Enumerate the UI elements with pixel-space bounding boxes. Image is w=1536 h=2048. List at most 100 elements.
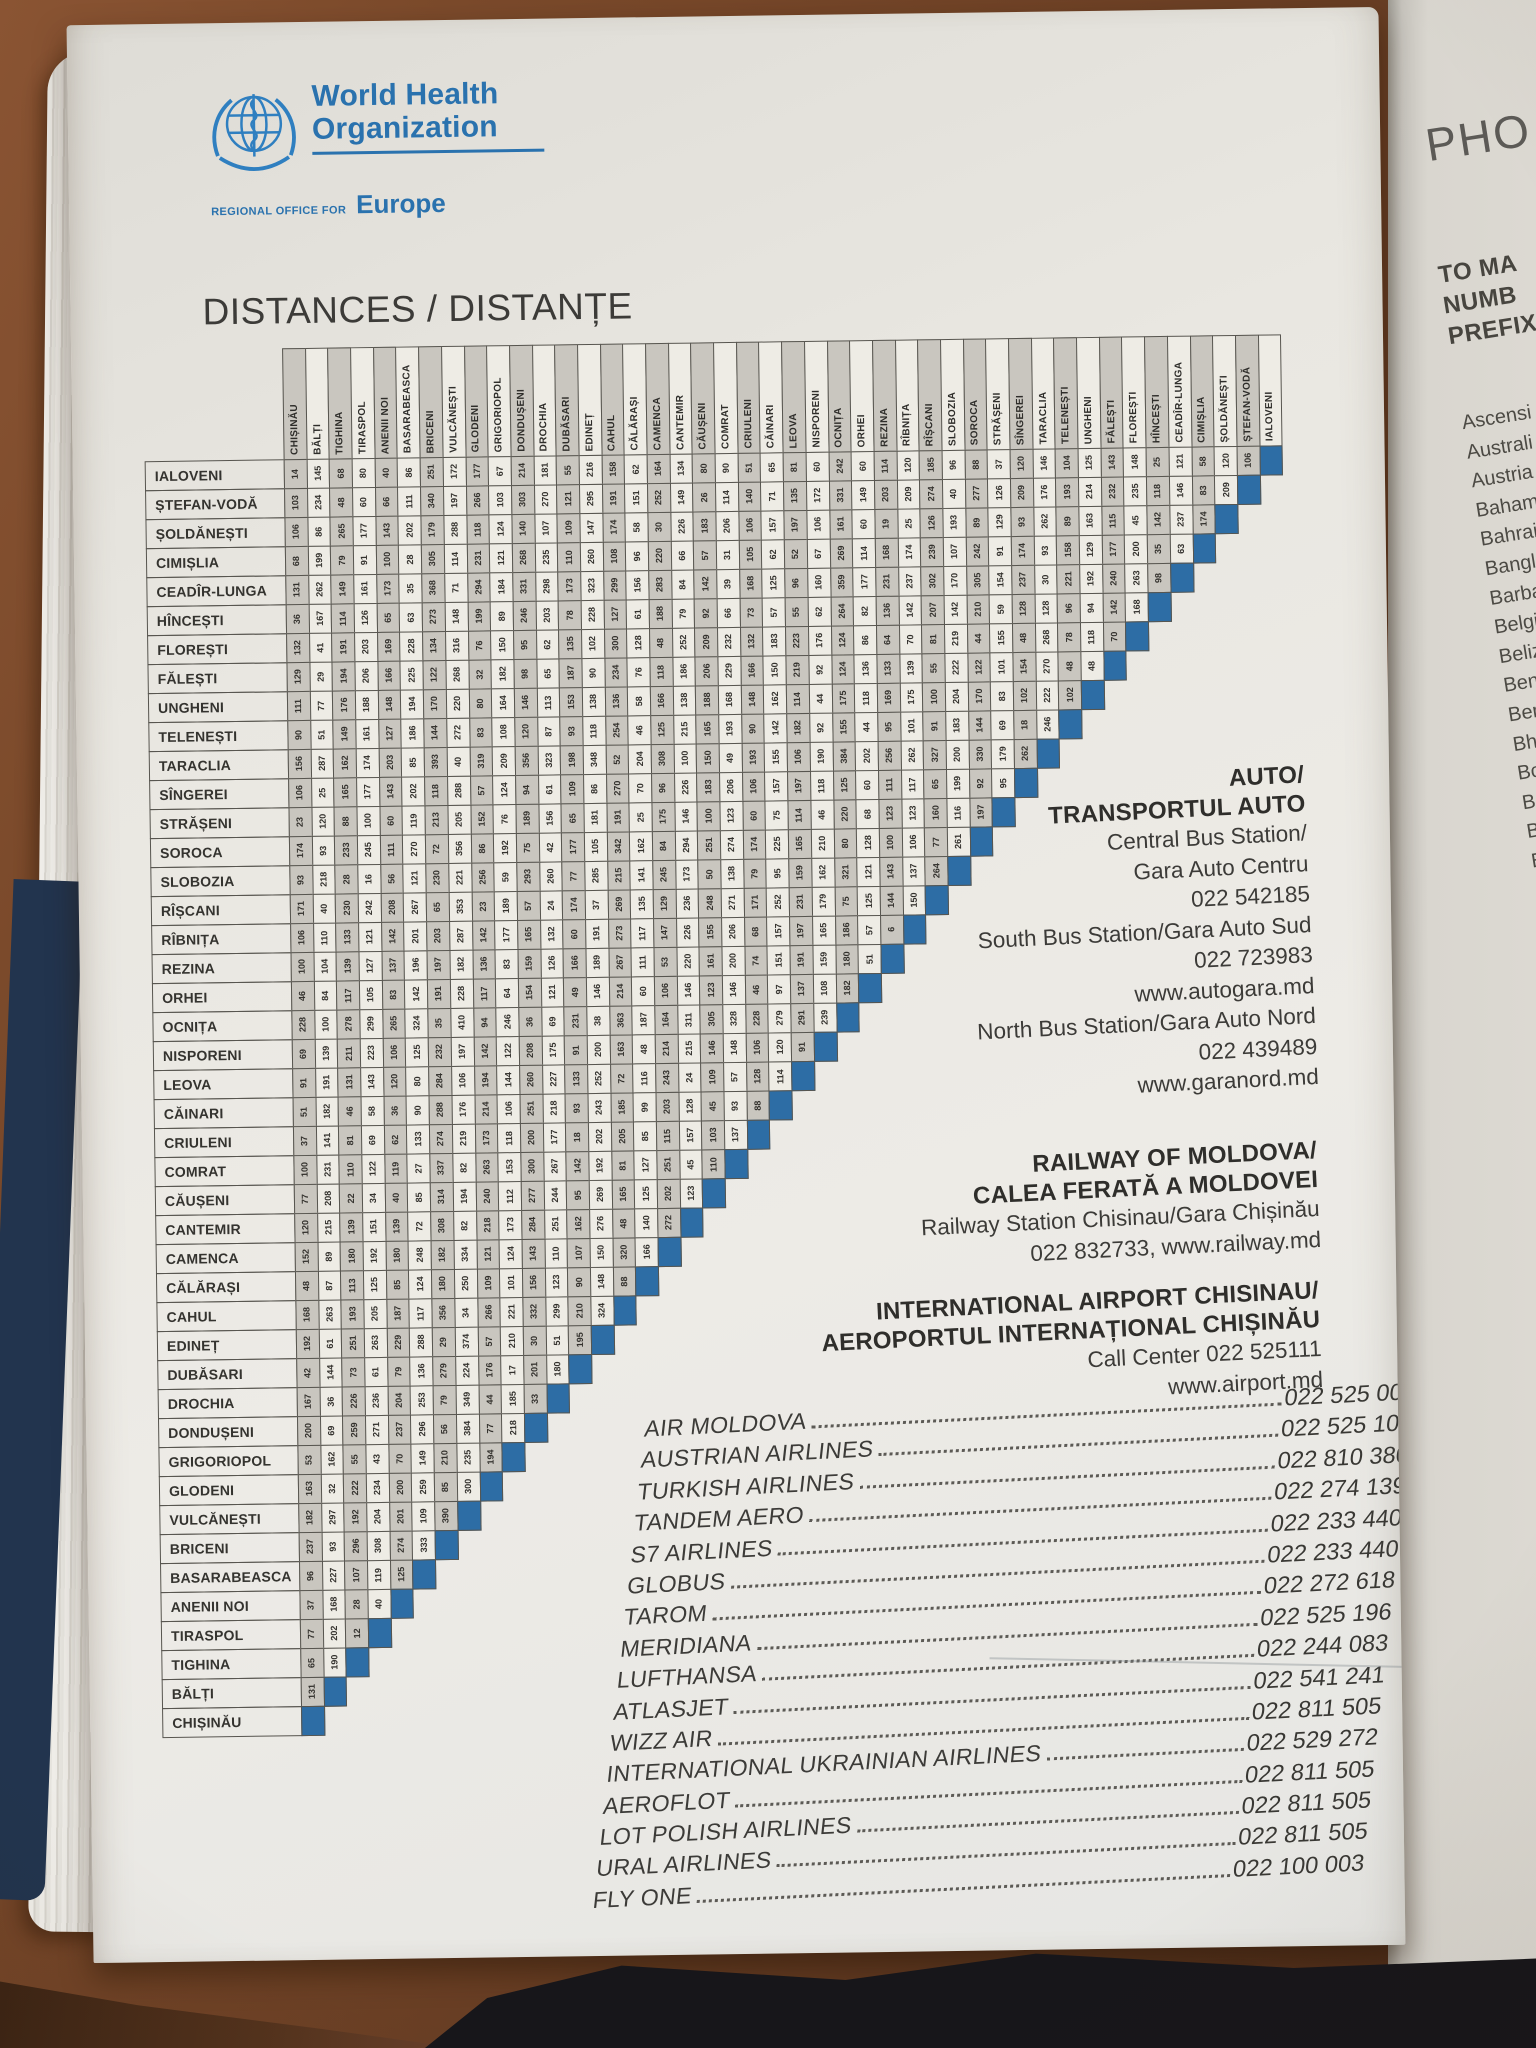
diagonal-cell: [323, 1676, 348, 1707]
distance-value: 88: [970, 459, 981, 470]
distance-value: 106: [793, 749, 804, 765]
diagonal-cell: [1169, 562, 1195, 593]
distance-value: 179: [426, 522, 438, 538]
distance-value: 359: [836, 574, 847, 591]
distance-cell: 56: [380, 863, 405, 894]
distance-value: 186: [407, 725, 418, 742]
distance-cell: 93: [723, 1090, 748, 1122]
distance-cell: 143: [1100, 447, 1125, 478]
distance-cell: 182: [315, 1096, 340, 1127]
distance-cell: 340: [420, 486, 445, 517]
distance-cell: 193: [718, 713, 743, 745]
distance-cell: 58: [360, 1095, 385, 1127]
distance-cell: 150: [695, 743, 721, 774]
distance-cell: 121: [556, 484, 581, 515]
distance-value: 274: [925, 486, 936, 502]
distance-cell: 271: [720, 887, 745, 919]
distance-value: 98: [1153, 572, 1164, 584]
distance-cell: 29: [309, 661, 334, 692]
distance-value: 48: [655, 637, 666, 649]
distance-cell: 122: [967, 652, 992, 683]
distance-cell: 324: [590, 1295, 615, 1327]
distance-value: 232: [434, 1044, 445, 1060]
distance-value: 288: [415, 1334, 426, 1351]
distance-cell: 81: [921, 624, 946, 655]
distance-value: 134: [675, 461, 686, 477]
distance-cell: 331: [828, 480, 853, 511]
distance-cell: 105: [738, 539, 763, 570]
distance-cell: 83: [468, 717, 493, 748]
distance-value: 35: [405, 583, 416, 594]
distance-cell: 153: [497, 1152, 522, 1183]
distance-cell: 79: [386, 1356, 412, 1387]
distance-cell: 36: [319, 1386, 344, 1417]
distance-value: 24: [684, 1072, 695, 1083]
distance-value: 65: [567, 813, 578, 824]
distance-value: 125: [768, 575, 779, 592]
distance-cell: 146: [1168, 475, 1193, 506]
distance-cell: 125: [405, 1037, 430, 1068]
distance-cell: 245: [652, 859, 677, 891]
distance-value: 38: [592, 1015, 603, 1027]
distance-value: 49: [569, 987, 580, 998]
distance-value: 60: [637, 986, 648, 997]
distance-value: 264: [836, 603, 847, 620]
distance-value: 128: [632, 635, 643, 651]
matrix-col-header: RÎBNIȚA: [894, 339, 920, 452]
distance-cell: 156: [521, 1267, 546, 1299]
distance-value: 102: [587, 636, 598, 652]
distance-value: 155: [770, 749, 781, 766]
distance-value: 69: [547, 1016, 558, 1027]
distance-value: 148: [729, 1040, 740, 1056]
distance-value: 104: [319, 959, 330, 975]
distance-value: 226: [348, 1393, 359, 1409]
distance-cell: 80: [351, 457, 376, 489]
matrix-col-header: OCNIȚA: [826, 340, 852, 453]
distance-cell: 288: [428, 1094, 453, 1126]
distance-value: 125: [396, 1567, 407, 1583]
diagonal-cell: [1214, 503, 1239, 535]
distance-value: 93: [1016, 516, 1027, 528]
distance-value: 129: [994, 514, 1005, 530]
distance-value: 269: [613, 897, 624, 913]
distance-value: 142: [770, 720, 781, 737]
distance-value: 234: [372, 1480, 383, 1496]
distance-value: 78: [1063, 632, 1074, 643]
distance-cell: 157: [678, 1120, 703, 1151]
distance-value: 184: [495, 579, 507, 595]
distance-value: 267: [409, 899, 420, 916]
distance-value: 50: [704, 869, 715, 880]
distance-value: 108: [608, 549, 620, 565]
distance-value: 149: [676, 490, 687, 506]
distance-value: 189: [500, 898, 511, 914]
matrix-col-header-label: BASARABEASCA: [401, 364, 414, 454]
distance-cell: 356: [514, 745, 539, 777]
matrix-col-header: CAMENCA: [645, 342, 671, 456]
distance-cell: 114: [715, 481, 740, 513]
distance-cell: 101: [989, 652, 1014, 683]
distance-cell: 277: [520, 1180, 545, 1212]
matrix-col-header: RÎȘCANI: [917, 339, 943, 452]
matrix-col-header: CAHUL: [599, 343, 625, 456]
distance-value: 146: [683, 983, 694, 999]
distance-cell: 163: [1078, 505, 1103, 537]
distance-cell: 218: [501, 1412, 526, 1444]
diagonal-cell: [635, 1266, 660, 1297]
distance-value: 27: [413, 1163, 424, 1174]
distance-value: 136: [478, 956, 489, 973]
distance-value: 17: [506, 1365, 517, 1376]
matrix-col-header-label: STRĂȘENI: [991, 392, 1004, 446]
distance-value: 152: [300, 1249, 312, 1265]
distance-cell: 33: [523, 1383, 548, 1415]
distance-value: 100: [362, 813, 374, 829]
distance-cell: 194: [473, 1065, 498, 1096]
distance-cell: 141: [629, 860, 654, 891]
who-rule: [312, 148, 545, 155]
distance-cell: 186: [400, 718, 425, 749]
distance-value: 149: [339, 726, 350, 743]
distance-cell: 198: [559, 745, 584, 776]
distance-cell: 94: [472, 1007, 497, 1038]
distance-value: 204: [951, 689, 962, 705]
distance-value: 189: [591, 955, 603, 971]
distance-value: 94: [521, 784, 532, 795]
